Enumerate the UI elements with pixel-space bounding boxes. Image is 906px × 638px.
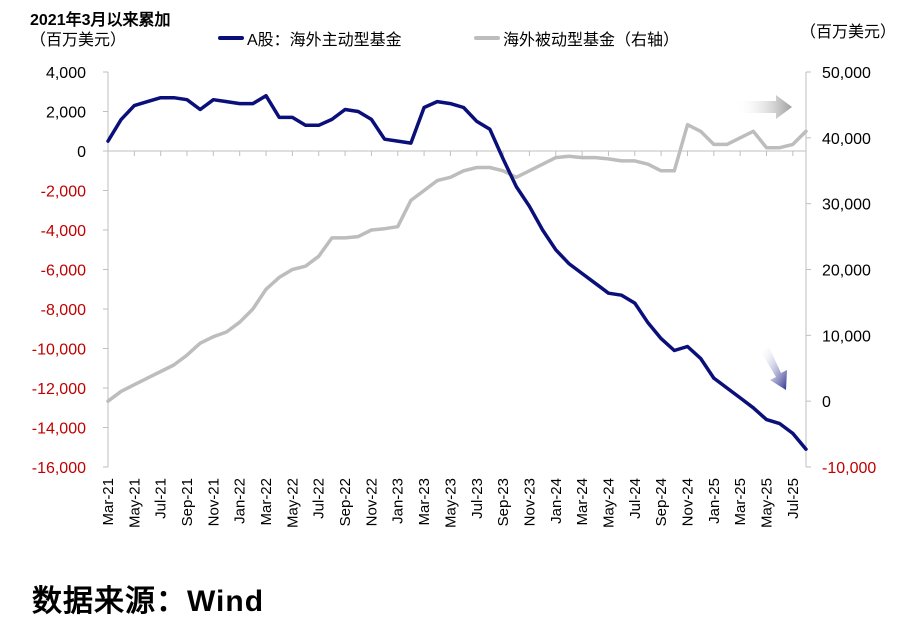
left-tick-label: 0 [77,144,86,161]
x-tick-label: Jan-23 [390,478,407,524]
right-tick-label: 10,000 [822,328,871,345]
x-tick-label: May-23 [442,478,459,528]
left-axis-unit: （百万美元） [30,32,127,49]
legend-item-passive-fund: 海外被动型基金（右轴） [474,26,679,50]
right-tick-label: -10,000 [822,460,876,477]
x-tick-label: Mar-22 [258,478,275,526]
active-fund-line [106,93,808,451]
x-tick-label: Jul-25 [785,478,802,519]
arrow-right-icon [736,95,792,119]
x-tick-label: Nov-24 [679,478,696,526]
legend-item-active-fund: A股：海外主动型基金 [218,26,402,50]
trend-arrows [736,95,792,390]
left-tick-label: -16,000 [32,460,86,477]
x-tick-label: Jul-22 [311,478,328,519]
left-tick-label: -10,000 [32,342,86,359]
x-tick-label: Nov-21 [205,478,222,526]
right-tick-label: 50,000 [822,65,871,82]
left-tick-label: 2,000 [46,105,86,122]
x-tick-label: Jan-25 [706,478,723,524]
left-axis-title: 2021年3月以来累加 [30,12,171,29]
x-tick-label: Jul-21 [153,478,170,519]
x-tick-label: Sep-24 [653,478,670,526]
x-tick-label: May-22 [284,478,301,528]
legend-label-passive: 海外被动型基金（右轴） [503,32,680,49]
x-tick-label: Jul-24 [627,478,644,519]
right-tick-label: 40,000 [822,131,871,148]
x-tick-label: Sep-21 [179,478,196,526]
passive-fund-line [106,122,808,403]
legend-label-active: A股：海外主动型基金 [247,32,402,49]
arrow-down-right-icon [761,347,787,390]
line-chart: 4,000 2,000 0 -2,000 -4,000 -6,000 -8,000 -10,0… [32,65,877,528]
x-tick-label: Jan-24 [548,478,565,524]
x-tick-label: Mar-23 [416,478,433,526]
x-tick-label: Mar-24 [574,478,591,526]
x-tick-label: Jan-22 [232,478,249,524]
left-tick-label: -8,000 [41,302,86,319]
right-tick-label: 20,000 [822,263,871,280]
x-tick-label: May-24 [600,478,617,528]
x-tick-label: Sep-23 [495,478,512,526]
left-tick-label: -14,000 [32,421,86,438]
legend-swatch-active [218,36,244,40]
x-tick-label: Sep-22 [337,478,354,526]
left-tick-label: -4,000 [41,223,86,240]
right-axis-unit: （百万美元） [799,24,896,41]
axes: 4,000 2,000 0 -2,000 -4,000 -6,000 -8,000 -10,0… [32,65,877,528]
x-tick-label: May-25 [758,478,775,528]
x-tick-label: May-21 [126,478,143,528]
legend-swatch-passive [474,36,500,40]
left-tick-label: 4,000 [46,65,86,82]
left-tick-label: -6,000 [41,263,86,280]
right-tick-label: 30,000 [822,197,871,214]
x-tick-label: Nov-23 [521,478,538,526]
x-tick-label: Nov-22 [363,478,380,526]
series-lines [106,93,808,451]
x-tick-label: Mar-21 [100,478,117,526]
data-source: 数据来源：Wind [32,585,265,618]
right-tick-label: 0 [822,394,831,411]
left-tick-label: -12,000 [32,381,86,398]
left-tick-label: -2,000 [41,184,86,201]
x-tick-label: Mar-25 [732,478,749,526]
x-tick-label: Jul-23 [469,478,486,519]
